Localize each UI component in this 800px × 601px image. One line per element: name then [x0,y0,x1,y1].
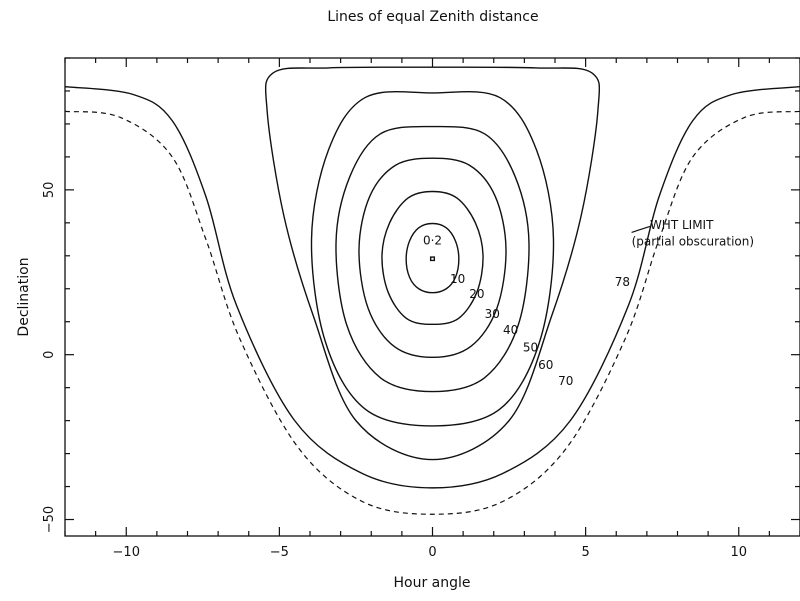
contour-line-40 [336,127,529,392]
annotations: WHT LIMIT (partial obscuration) [632,218,755,248]
x-tick-label: −10 [113,545,140,560]
contour-label-02: 0·2 [423,233,442,247]
contour-line-78 [65,111,800,514]
contour-label-70: 70 [558,374,573,388]
y-tick-label: 0 [42,351,57,359]
x-axis-label: Hour angle [393,575,470,591]
annotation-leader-line [632,226,650,232]
contour-lines [65,67,800,514]
contour-label-60: 60 [538,358,553,372]
y-tick-label: −50 [42,506,57,533]
x-tick-label: 10 [730,545,747,560]
contour-line-20 [382,192,483,325]
contour-label-40: 40 [503,323,518,337]
contour-label-30: 30 [485,307,500,321]
contour-label-50: 50 [523,340,538,354]
contour-line-02 [431,257,435,260]
contour-line-50 [311,92,553,426]
contour-label-10: 10 [450,272,465,286]
contour-label-78: 78 [615,275,630,289]
x-tick-label: 5 [581,545,589,560]
chart-title: Lines of equal Zenith distance [327,9,538,25]
plot-frame [65,58,800,536]
annotation-wht-limit: WHT LIMIT [650,218,714,232]
contour-line-70 [65,87,800,488]
y-tick-label: 50 [42,182,57,199]
annotation-partial-obscuration: (partial obscuration) [632,235,755,249]
contour-label-20: 20 [469,287,484,301]
x-tick-label: −5 [270,545,289,560]
x-tick-label: 0 [428,545,436,560]
y-axis-label: Declination [16,257,32,336]
